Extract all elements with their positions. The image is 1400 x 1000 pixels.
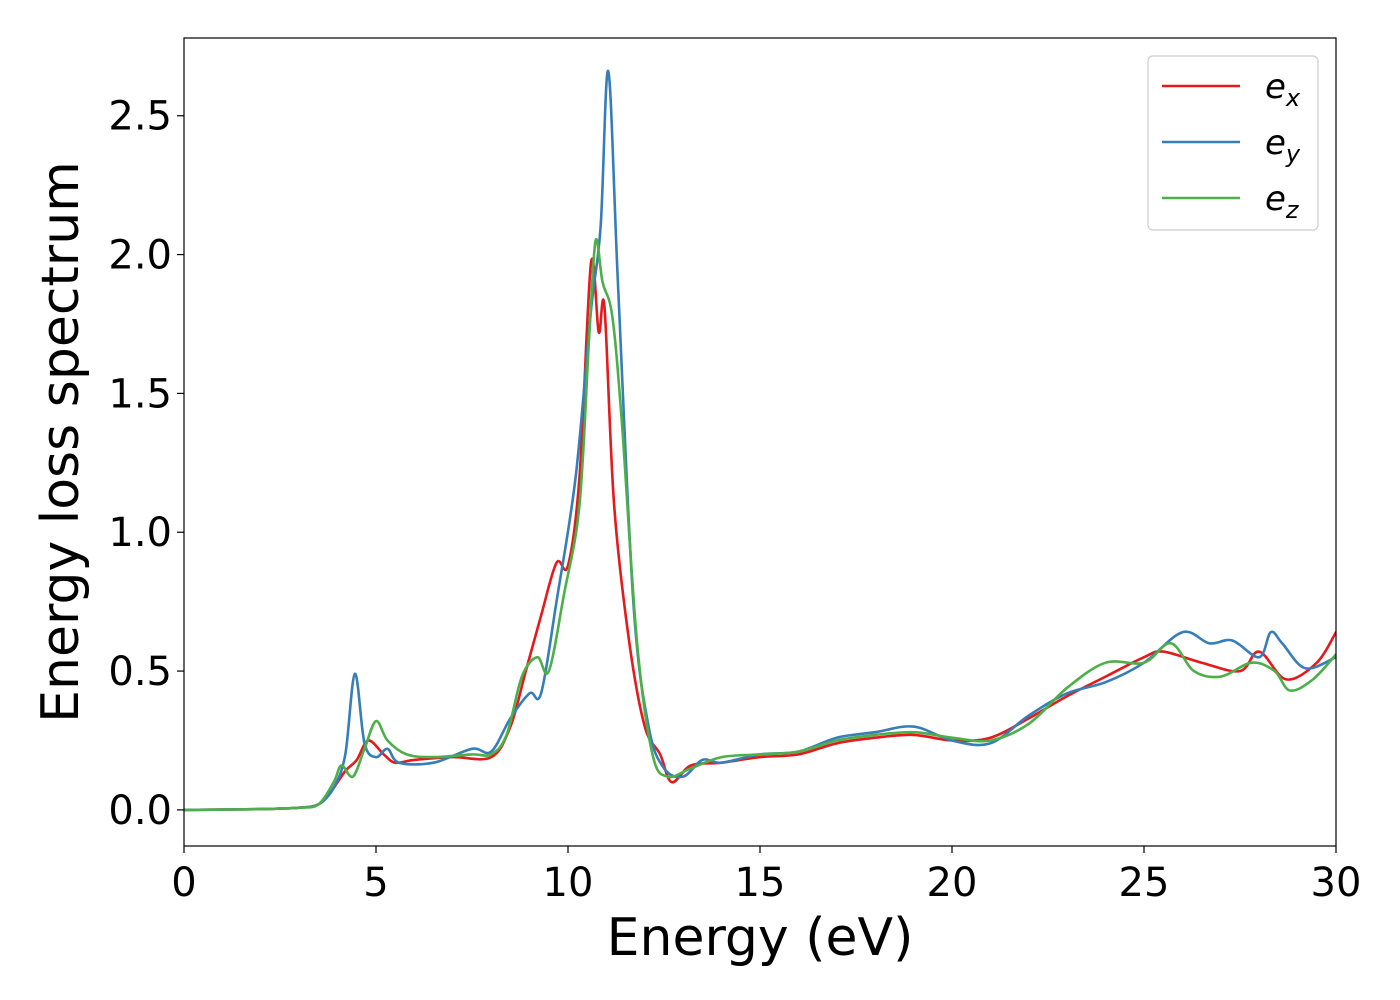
x-tick-label: 15	[735, 860, 786, 906]
x-tick-label: 25	[1119, 860, 1170, 906]
x-tick-label: 5	[363, 860, 388, 906]
series-line-x	[184, 257, 1336, 812]
series-line-y	[184, 69, 1336, 812]
y-axis: 0.0 0.5 1.0 1.5 2.0 2.5	[108, 94, 184, 834]
x-tick-label: 20	[927, 860, 978, 906]
legend-label-z: ez	[1265, 179, 1300, 224]
y-tick-label: 0.5	[108, 649, 172, 695]
x-tick-label: 0	[171, 860, 196, 906]
series-line-z	[184, 238, 1336, 812]
y-tick-label: 2.0	[108, 233, 172, 279]
legend-label-y: ey	[1265, 123, 1301, 168]
x-axis: 0 5 10 15 20 25 30	[171, 846, 1361, 906]
x-axis-label: Energy (eV)	[607, 908, 914, 968]
y-tick-label: 1.0	[108, 510, 172, 556]
legend: ex ey ez	[1147, 55, 1319, 231]
series-layer	[184, 69, 1336, 812]
x-tick-label: 30	[1311, 860, 1362, 906]
y-axis-label: Energy loss spectrum	[31, 161, 91, 723]
y-tick-label: 2.5	[108, 94, 172, 140]
y-tick-label: 0.0	[108, 788, 172, 834]
y-tick-label: 1.5	[108, 371, 172, 417]
x-tick-label: 10	[543, 860, 594, 906]
legend-label-x: ex	[1265, 67, 1301, 112]
